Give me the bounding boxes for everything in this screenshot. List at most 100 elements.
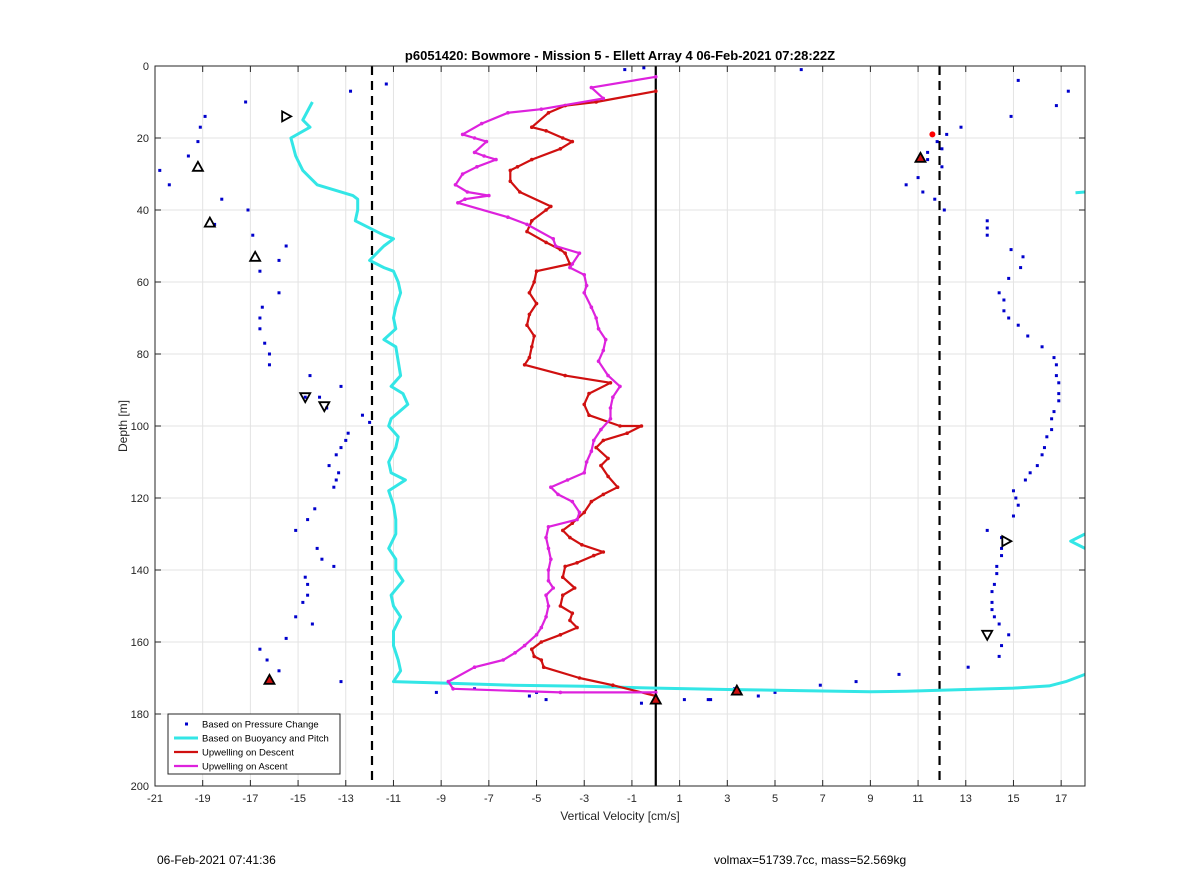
x-tick-label: 17 — [1055, 793, 1067, 805]
data-point — [558, 690, 563, 695]
data-point — [618, 424, 622, 428]
data-point — [501, 658, 505, 662]
data-point — [525, 222, 529, 227]
data-point — [1014, 496, 1018, 500]
data-point — [558, 633, 563, 637]
data-point — [756, 694, 760, 698]
data-point — [339, 446, 343, 450]
data-point — [582, 273, 587, 277]
data-point — [625, 431, 629, 436]
x-tick-label: 5 — [772, 793, 778, 805]
data-point — [539, 658, 544, 662]
data-point — [587, 391, 591, 396]
data-point — [1035, 464, 1039, 468]
data-point — [926, 158, 930, 162]
data-point — [1021, 255, 1025, 259]
y-tick-label: 100 — [131, 421, 149, 433]
marker-triangle-up — [248, 249, 262, 262]
data-point — [606, 474, 610, 479]
data-point — [1028, 471, 1032, 475]
data-point — [532, 654, 536, 659]
data-point — [642, 66, 646, 70]
series-buoyancy-segment — [1075, 190, 1086, 195]
data-point — [985, 226, 989, 230]
data-point — [334, 478, 338, 482]
x-tick-label: -9 — [436, 793, 446, 805]
data-point — [484, 139, 489, 144]
data-point — [546, 111, 551, 115]
data-point — [551, 586, 556, 590]
data-point — [773, 690, 777, 694]
marker-triangle-right — [281, 109, 294, 123]
data-point — [339, 680, 343, 684]
data-point — [589, 499, 594, 504]
data-point — [1011, 489, 1015, 493]
data-point — [995, 572, 999, 576]
data-point — [472, 136, 477, 140]
data-point — [639, 701, 643, 705]
event-markers — [191, 109, 1014, 705]
data-point — [1007, 316, 1011, 320]
data-point — [1002, 309, 1006, 313]
data-point — [933, 197, 937, 201]
data-point — [334, 453, 338, 457]
y-tick-label: 140 — [131, 565, 149, 577]
data-point — [940, 165, 944, 169]
data-point — [594, 316, 598, 320]
data-point — [623, 68, 627, 72]
data-point — [186, 154, 190, 158]
data-point — [1007, 276, 1011, 280]
data-point — [198, 125, 202, 129]
data-point — [854, 680, 858, 684]
data-point — [615, 485, 620, 490]
data-point — [1016, 323, 1020, 327]
data-point — [320, 557, 324, 561]
data-point — [560, 136, 565, 140]
marker-triangle-up — [913, 150, 927, 163]
data-point — [1016, 503, 1020, 507]
data-point — [284, 636, 288, 640]
marker-triangle-up — [191, 159, 205, 172]
data-point — [294, 615, 298, 619]
plot-area — [158, 66, 1086, 705]
data-point — [997, 291, 1001, 295]
data-point — [563, 373, 567, 378]
data-point — [577, 251, 582, 255]
data-point — [599, 427, 603, 432]
data-point — [589, 85, 594, 90]
data-point — [1009, 248, 1013, 252]
legend-label: Upwelling on Descent — [202, 748, 294, 759]
data-point — [706, 698, 710, 702]
data-point — [549, 485, 553, 490]
legend-box — [167, 713, 341, 775]
data-point — [244, 100, 248, 104]
x-tick-label: 1 — [677, 793, 683, 805]
data-point — [1026, 334, 1030, 338]
data-point — [601, 492, 606, 497]
data-point — [527, 694, 531, 698]
data-point — [584, 283, 589, 288]
data-point — [360, 413, 364, 417]
data-point — [1040, 453, 1044, 457]
data-point — [529, 157, 534, 162]
data-point — [541, 665, 546, 669]
data-point — [1052, 356, 1056, 360]
data-point — [556, 492, 560, 497]
data-point — [551, 237, 556, 241]
data-point — [897, 672, 901, 676]
series-line — [289, 101, 1086, 694]
data-point — [546, 579, 551, 583]
series-buoyancy-segment — [1069, 532, 1086, 550]
y-tick-label: 0 — [143, 61, 149, 73]
data-point — [603, 337, 608, 342]
x-tick-label: -3 — [579, 793, 589, 805]
axis-ticks: -21 -19 -17 -15 -13 -11 -9 -7 -5 -3 -1 1 3 5 7 9 11 13 15 1… — [131, 61, 1085, 805]
data-point — [527, 312, 532, 317]
data-point — [196, 140, 200, 144]
data-point — [1054, 104, 1058, 108]
data-point — [1054, 374, 1058, 378]
footer-vehicle-info: volmax=51739.7cc, mass=52.569kg — [714, 853, 907, 867]
data-point — [310, 622, 314, 626]
data-point — [1002, 298, 1006, 302]
data-point — [582, 471, 587, 475]
